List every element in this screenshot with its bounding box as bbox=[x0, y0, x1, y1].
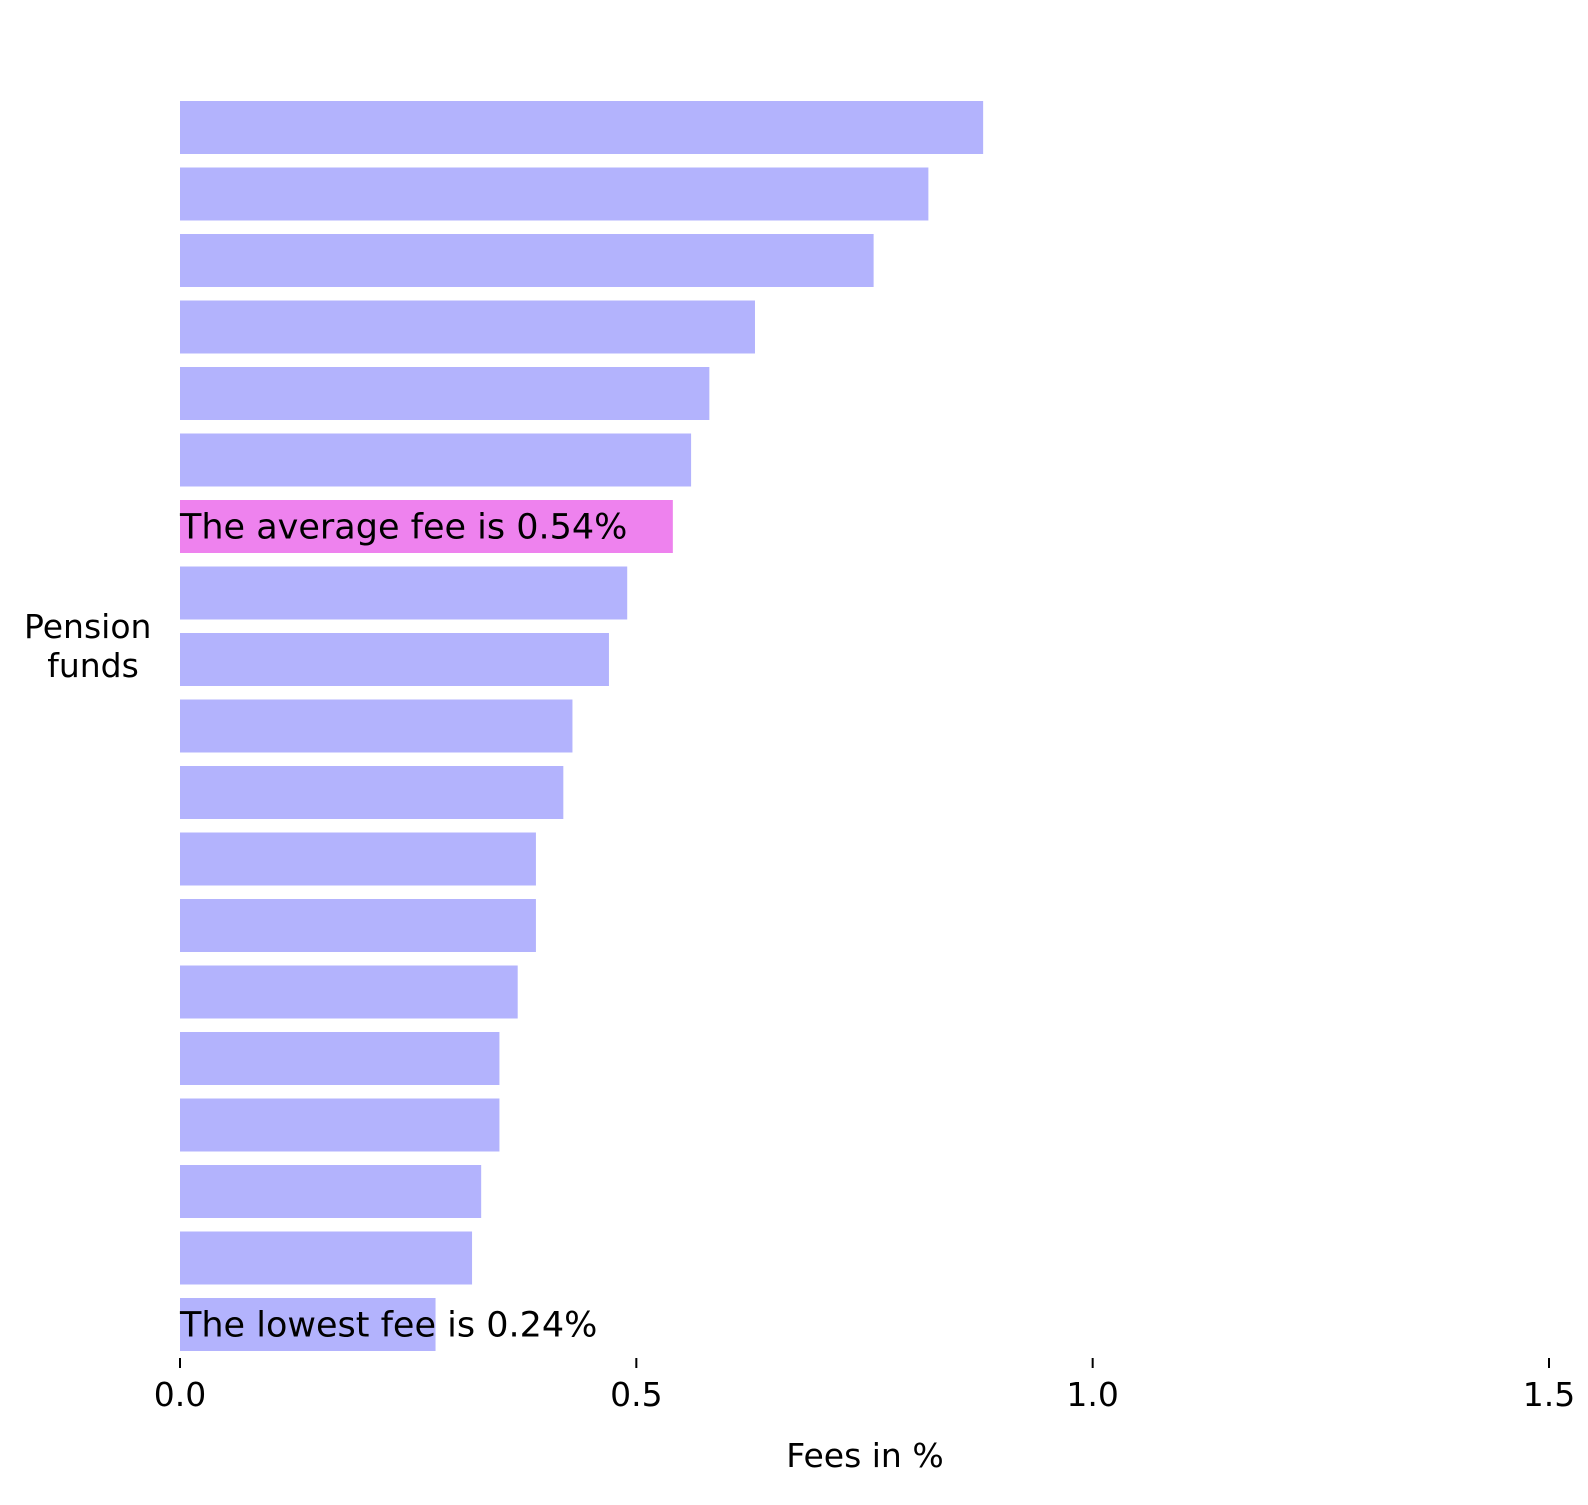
bar-average bbox=[180, 500, 673, 553]
bar-13 bbox=[180, 899, 536, 952]
x-tick-label-2: 1.0 bbox=[1066, 1375, 1118, 1414]
x-axis-label: Fees in % bbox=[786, 1436, 943, 1475]
annotation-average-fee: The average fee is 0.54% bbox=[179, 508, 627, 548]
bar-19 bbox=[180, 1298, 436, 1351]
bar-1 bbox=[180, 101, 984, 154]
bar-3 bbox=[180, 234, 874, 287]
annotation-lowest-fee: The lowest fee is 0.24% bbox=[179, 1306, 597, 1346]
bar-14 bbox=[180, 965, 518, 1019]
bar-9 bbox=[180, 633, 609, 686]
bar-17 bbox=[180, 1165, 482, 1218]
bar-18 bbox=[180, 1231, 473, 1285]
bar-4 bbox=[180, 300, 755, 354]
x-tick-label-1: 0.5 bbox=[610, 1375, 662, 1414]
annotations-group: The average fee is 0.54% The lowest fee i… bbox=[179, 508, 627, 1346]
y-axis-label-line-2: funds bbox=[47, 646, 139, 685]
bar-15 bbox=[180, 1032, 500, 1085]
x-axis: 0.0 0.5 1.0 1.5 bbox=[154, 1358, 1575, 1414]
x-tick-label-3: 1.5 bbox=[1523, 1375, 1575, 1414]
bar-10 bbox=[180, 699, 573, 753]
bar-11 bbox=[180, 766, 564, 819]
bar-2 bbox=[180, 167, 929, 221]
x-tick-label-0: 0.0 bbox=[154, 1375, 206, 1414]
y-axis-label-line-1: Pension bbox=[24, 607, 151, 646]
bar-6 bbox=[180, 433, 692, 487]
bar-12 bbox=[180, 832, 536, 886]
bar-8 bbox=[180, 566, 628, 620]
bar-16 bbox=[180, 1098, 500, 1152]
bars-group bbox=[180, 101, 984, 1351]
bar-5 bbox=[180, 367, 710, 420]
y-axis-label: Pension funds bbox=[24, 607, 162, 685]
